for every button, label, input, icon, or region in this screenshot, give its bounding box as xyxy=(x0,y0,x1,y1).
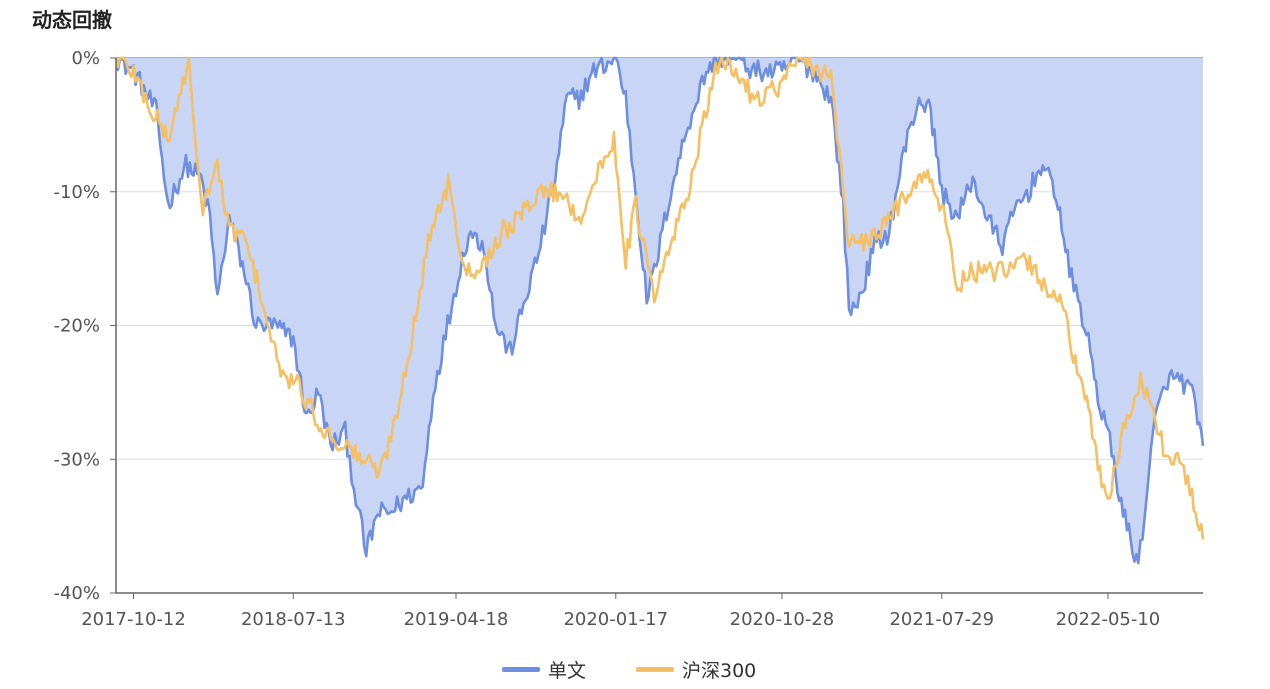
y-tick-label: -30% xyxy=(53,449,100,470)
area-layer xyxy=(116,58,1203,564)
x-tick-label: 2021-07-29 xyxy=(889,609,994,630)
series-line-hs300 xyxy=(114,56,1205,540)
axis-layer: 0% -10% -20% -30% -40% 2017-10-12 2018-07-13 20… xyxy=(53,48,1203,630)
line-layer xyxy=(114,56,1205,565)
legend-label: 单文 xyxy=(548,660,586,682)
legend-swatch xyxy=(636,667,674,672)
legend-label: 沪深300 xyxy=(682,660,756,682)
x-tick-label: 2020-10-28 xyxy=(730,609,835,630)
x-tick-label: 2017-10-12 xyxy=(81,609,186,630)
y-tick-label: 0% xyxy=(71,48,100,69)
chart-title: 动态回撤 xyxy=(32,8,112,32)
y-tick-label: -10% xyxy=(53,182,100,203)
legend-swatch xyxy=(502,667,540,672)
y-tick-label: -40% xyxy=(53,583,100,604)
legend: 单文 沪深300 xyxy=(502,660,756,682)
series-line-danwen xyxy=(115,56,1205,565)
x-tick-label: 2022-05-10 xyxy=(1056,609,1161,630)
series-area-danwen xyxy=(116,58,1203,564)
x-tick-label: 2018-07-13 xyxy=(241,609,346,630)
x-tick-label: 2019-04-18 xyxy=(404,609,509,630)
x-tick-label: 2020-01-17 xyxy=(563,609,668,630)
y-tick-label: -20% xyxy=(53,316,100,337)
